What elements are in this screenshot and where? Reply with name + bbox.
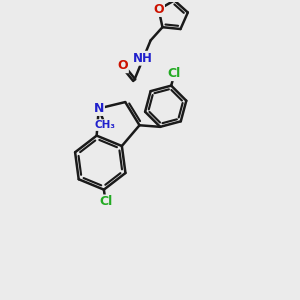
Text: CH₃: CH₃ xyxy=(94,120,116,130)
Text: O: O xyxy=(117,59,128,72)
Text: N: N xyxy=(94,102,104,115)
Text: O: O xyxy=(153,3,164,16)
Text: Cl: Cl xyxy=(99,196,112,208)
Text: NH: NH xyxy=(133,52,153,65)
Text: Cl: Cl xyxy=(168,67,181,80)
